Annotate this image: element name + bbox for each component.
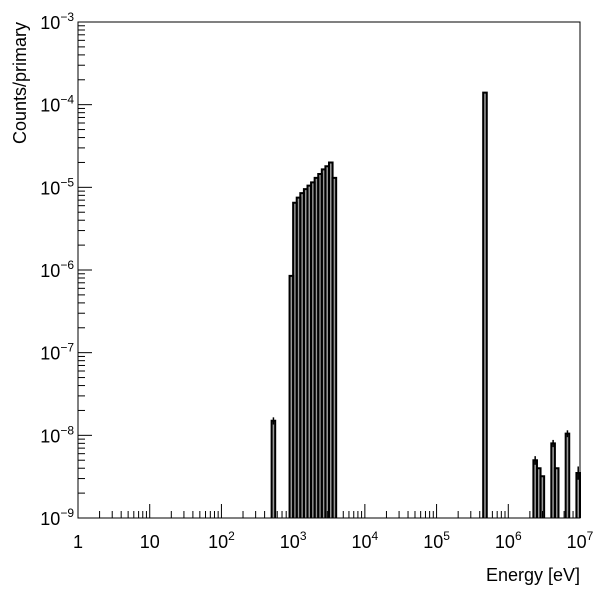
y-tick-label: 10−3	[40, 10, 74, 33]
histogram-bar	[325, 166, 329, 518]
x-tick-label: 104	[351, 529, 378, 552]
y-tick-label: 10−7	[40, 341, 74, 364]
histogram-bar-outline	[331, 176, 338, 518]
y-tick-label: 10−4	[40, 93, 74, 116]
y-tick-label: 10−5	[40, 175, 74, 198]
histogram-bar	[483, 92, 487, 519]
x-axis-title: Energy [eV]	[486, 565, 580, 585]
histogram-bar	[321, 169, 326, 518]
histogram-bar-outline	[539, 475, 546, 518]
y-axis-tick-labels: 10−9 10−8 10−7 10−6 10−5 10−4 10−3	[40, 10, 74, 529]
histogram-bar	[311, 182, 315, 518]
x-tick-label: 10	[140, 532, 160, 552]
x-tick-label: 105	[423, 529, 450, 552]
histogram-bar-outline	[553, 467, 560, 518]
histogram-bar	[271, 420, 276, 518]
histogram-bar	[554, 468, 559, 518]
histogram-bar	[303, 189, 308, 518]
histogram-bar	[332, 177, 337, 519]
y-axis-ticks	[78, 21, 92, 519]
x-tick-label: 107	[567, 529, 594, 552]
histogram-bar	[328, 162, 333, 518]
x-tick-label: 102	[208, 529, 235, 552]
histogram-bar	[536, 468, 541, 518]
histogram-bar-outline	[482, 91, 488, 518]
y-tick-label: 10−8	[40, 423, 74, 446]
histogram-bar	[293, 202, 297, 518]
histogram-bars	[270, 91, 581, 519]
error-bars	[272, 417, 579, 480]
y-axis-title: Counts/primary	[10, 22, 30, 144]
histogram-bar	[300, 193, 304, 518]
y-tick-label: 10−9	[40, 506, 74, 529]
x-axis-ticks	[77, 504, 581, 518]
histogram-bar	[576, 473, 580, 518]
histogram-bar	[318, 173, 322, 518]
histogram-bar	[307, 185, 312, 519]
x-tick-label: 106	[495, 529, 522, 552]
x-axis-tick-labels: 1 10 102 103 104 105 106 107	[73, 529, 594, 552]
histogram-bar	[551, 443, 555, 518]
histogram-bar	[565, 433, 570, 518]
histogram-bar	[533, 460, 537, 518]
histogram-bar	[540, 476, 545, 518]
x-tick-label: 1	[73, 532, 83, 552]
x-tick-label: 103	[280, 529, 307, 552]
histogram-bar	[314, 177, 319, 519]
histogram-bar	[296, 197, 301, 518]
y-tick-label: 10−6	[40, 258, 74, 281]
histogram-bar	[289, 275, 294, 518]
